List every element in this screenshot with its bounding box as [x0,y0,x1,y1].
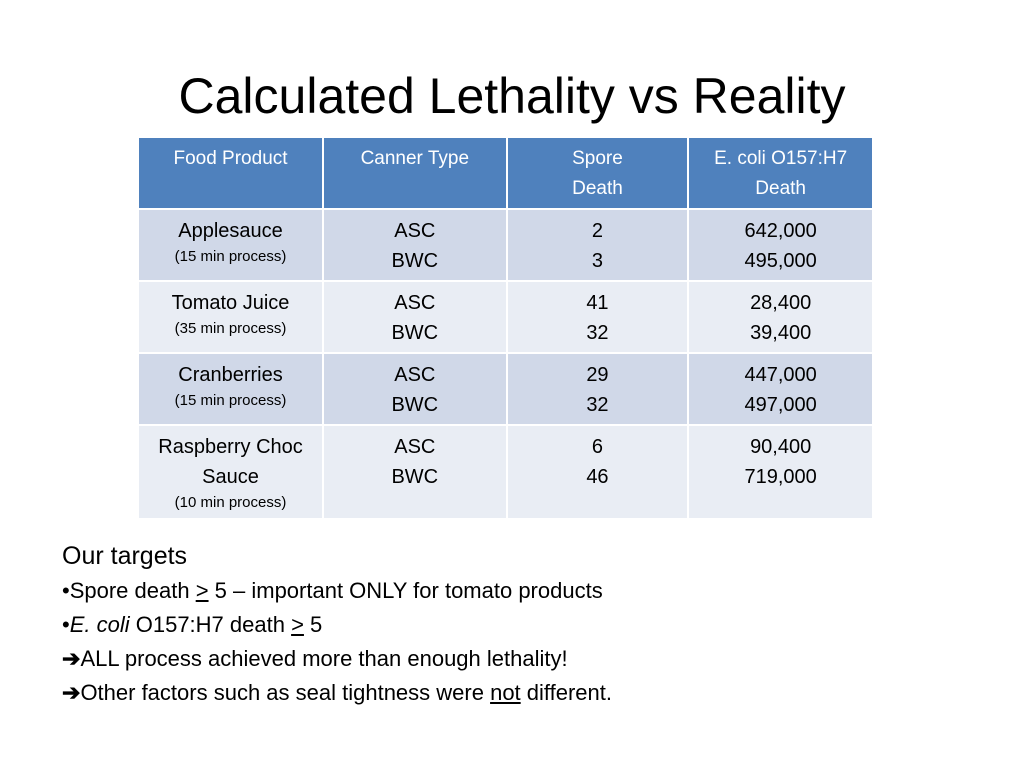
header-spore-death: Spore Death [505,136,690,210]
cell-canner-type: ASC BWC [322,424,508,520]
cell-canner-type: ASC BWC [322,208,508,282]
cell-spore-death: 6 46 [505,424,690,520]
cell-food-product: Tomato Juice (35 min process) [136,280,325,354]
arrow-right-icon: ➔ [62,680,81,705]
slide-title: Calculated Lethality vs Reality [178,68,846,124]
cell-food-product: Cranberries (15 min process) [136,352,325,426]
notes-block: Our targets •Spore death > 5 – important… [62,538,962,710]
header-canner-type: Canner Type [322,136,508,210]
process-time: (35 min process) [174,320,287,337]
cell-ecoli-death: 642,000 495,000 [687,208,874,282]
lethality-table: Food Product Canner Type Spore Death E. … [136,136,874,520]
cell-canner-type: ASC BWC [322,280,508,354]
table-header-row: Food Product Canner Type Spore Death E. … [136,136,874,210]
table-row: Tomato Juice (35 min process) ASC BWC 41… [136,280,874,354]
table-row: Cranberries (15 min process) ASC BWC 29 … [136,352,874,426]
product-name: Tomato Juice [171,292,290,314]
cell-spore-death: 41 32 [505,280,690,354]
header-ecoli-death: E. coli O157:H7 Death [687,136,874,210]
product-name: Cranberries [178,364,283,386]
product-name: Applesauce [178,220,283,242]
arrow-right-icon: ➔ [62,646,81,671]
cell-ecoli-death: 90,400 719,000 [687,424,874,520]
bullet-marker: • [62,612,70,637]
product-name: Raspberry Choc [158,436,303,458]
conclusion-seal-tightness: ➔Other factors such as seal tightness we… [62,680,612,705]
cell-ecoli-death: 28,400 39,400 [687,280,874,354]
process-time: (15 min process) [174,248,287,265]
process-time: (10 min process) [174,494,287,511]
cell-spore-death: 29 32 [505,352,690,426]
header-food-product: Food Product [136,136,325,210]
cell-food-product: Raspberry Choc Sauce (10 min process) [136,424,325,520]
cell-food-product: Applesauce (15 min process) [136,208,325,282]
table-row: Applesauce (15 min process) ASC BWC 2 3 … [136,208,874,282]
cell-ecoli-death: 447,000 497,000 [687,352,874,426]
bullet-ecoli-target: •E. coli O157:H7 death > 5 [62,612,323,637]
notes-heading: Our targets [62,542,188,570]
product-name-cont: Sauce [202,466,259,488]
process-time: (15 min process) [174,392,287,409]
conclusion-lethality: ➔ALL process achieved more than enough l… [62,646,568,671]
bullet-spore-target: •Spore death > 5 – important ONLY for to… [62,578,603,603]
bullet-marker: • [62,578,70,603]
table-row: Raspberry Choc Sauce (10 min process) AS… [136,424,874,520]
cell-canner-type: ASC BWC [322,352,508,426]
cell-spore-death: 2 3 [505,208,690,282]
